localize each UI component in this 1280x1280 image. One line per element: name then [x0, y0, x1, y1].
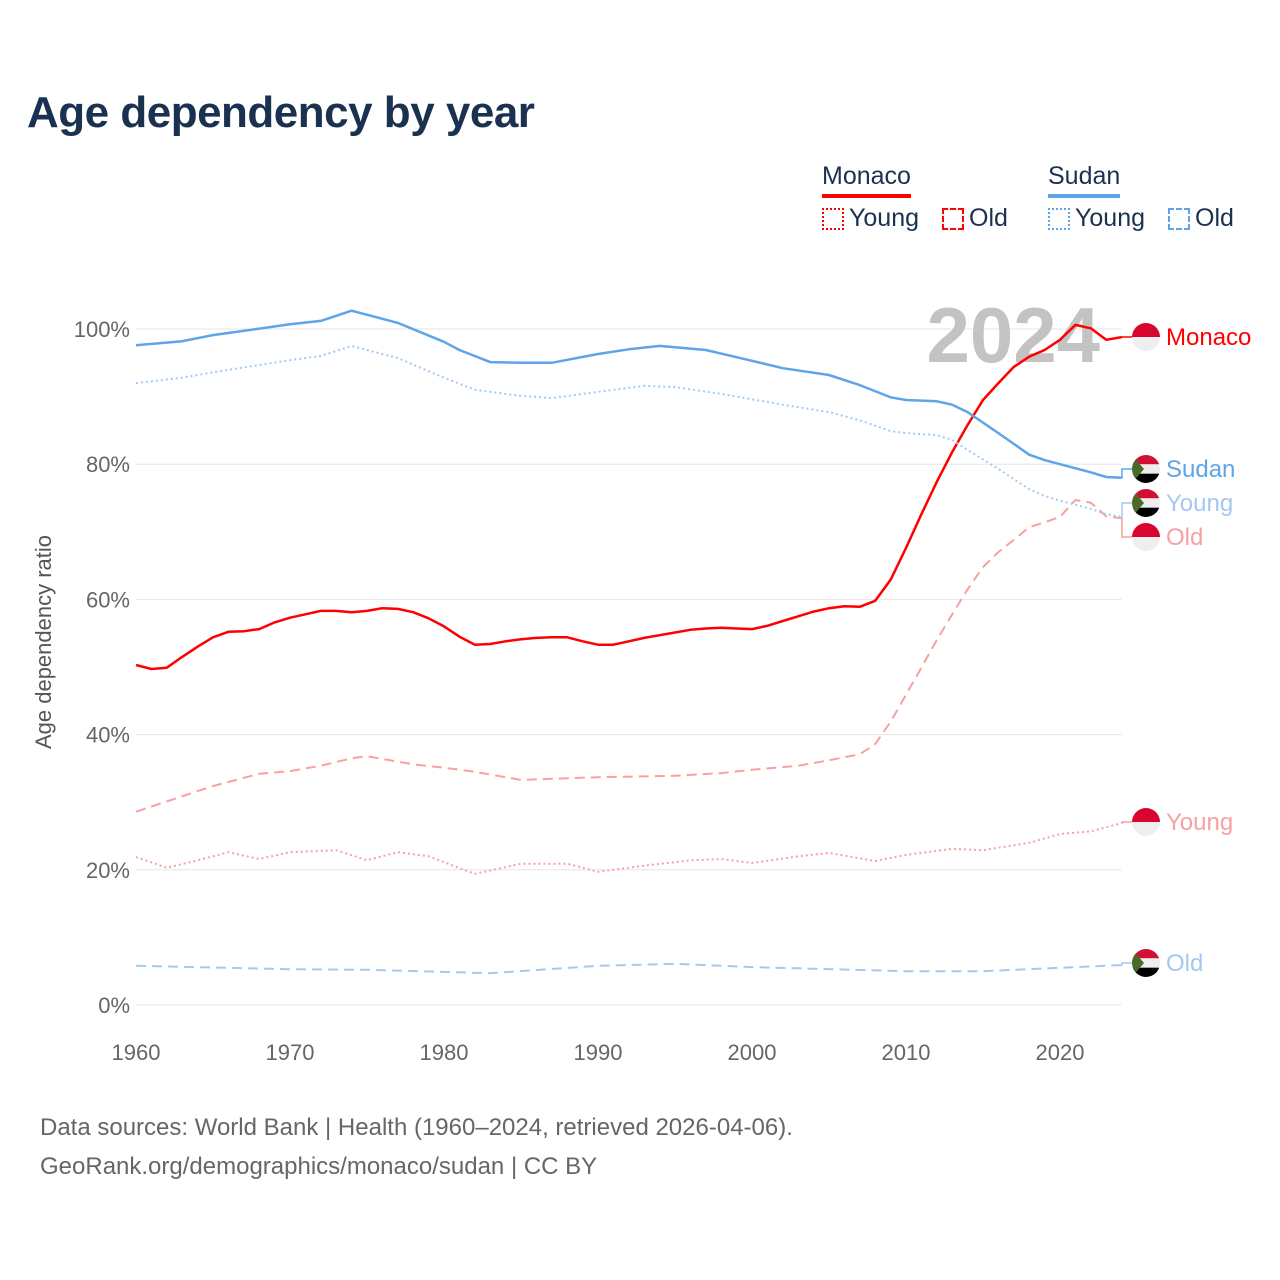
end-label: Old: [1166, 524, 1203, 551]
end-label: Monaco: [1166, 324, 1251, 351]
x-tick-label: 2010: [882, 1040, 931, 1065]
dotted-swatch-icon: [822, 207, 844, 230]
series-line-monaco-old[interactable]: [135, 499, 1122, 813]
x-tick-label: 1990: [574, 1040, 623, 1065]
line-chart: 0% 20% 40% 60% 80% 100% 1960 1970 1980 1990 2000 20…: [31, 291, 1251, 1065]
legend-label: Old: [1195, 204, 1234, 232]
dashed-swatch-icon: [1168, 207, 1190, 230]
legend-label: Young: [1075, 204, 1145, 232]
y-tick-label: 80%: [86, 452, 130, 477]
sudan-flag-icon: [1132, 455, 1160, 483]
label-connector: [1121, 821, 1132, 824]
label-connector: [1121, 517, 1132, 538]
legend-swatch: [1048, 194, 1121, 198]
monaco-flag-icon: [1132, 808, 1160, 836]
year-watermark: 2024: [926, 291, 1100, 379]
label-connector: [1121, 962, 1132, 966]
source-line-2[interactable]: GeoRank.org/demographics/monaco/sudan | …: [40, 1153, 598, 1180]
y-tick-label: 100%: [74, 317, 130, 342]
y-tick-label: 40%: [86, 723, 130, 748]
chart-title: Age dependency by year: [27, 88, 535, 137]
dotted-swatch-icon: [1048, 207, 1070, 230]
series-line-sudan-old[interactable]: [135, 962, 1122, 975]
legend-label: Young: [849, 204, 919, 232]
legend-label: Sudan: [1048, 162, 1121, 190]
y-tick-label: 60%: [86, 587, 130, 612]
end-label: Young: [1166, 490, 1233, 517]
legend-country-sudan[interactable]: Sudan: [1048, 162, 1121, 198]
x-tick-label: 2000: [728, 1040, 777, 1065]
legend-swatch: [822, 194, 911, 198]
y-tick-label: 0%: [98, 993, 130, 1018]
source-note: Data sources: World Bank | Health (1960–…: [40, 1108, 793, 1186]
x-tick-label: 2020: [1036, 1040, 1085, 1065]
y-tick-label: 20%: [86, 858, 130, 883]
x-tick-label: 1970: [266, 1040, 315, 1065]
series-line-monaco-young[interactable]: [135, 822, 1122, 875]
end-label: Old: [1166, 950, 1203, 977]
legend-country-monaco[interactable]: Monaco: [822, 162, 911, 198]
series-line-sudan[interactable]: [135, 309, 1122, 479]
legend-item-sudan-young[interactable]: Young: [1048, 204, 1145, 233]
source-line-1: Data sources: World Bank | Health (1960–…: [40, 1114, 793, 1141]
sudan-flag-icon: [1132, 489, 1160, 517]
x-tick-label: 1960: [112, 1040, 161, 1065]
sudan-flag-icon: [1132, 949, 1160, 977]
label-connector: [1121, 502, 1132, 518]
end-label: Young: [1166, 809, 1233, 836]
monaco-flag-icon: [1132, 523, 1160, 551]
dashed-swatch-icon: [942, 207, 964, 230]
legend-label: Monaco: [822, 162, 911, 190]
label-connector: [1121, 468, 1132, 479]
monaco-flag-icon: [1132, 323, 1160, 351]
legend-label: Old: [969, 204, 1008, 232]
end-label: Sudan: [1166, 456, 1235, 483]
y-axis-label: Age dependency ratio: [31, 535, 56, 749]
legend-item-monaco-young[interactable]: Young: [822, 204, 919, 233]
series-line-sudan-young[interactable]: [135, 344, 1122, 518]
x-tick-label: 1980: [420, 1040, 469, 1065]
legend-item-monaco-old[interactable]: Old: [942, 204, 1008, 233]
legend-item-sudan-old[interactable]: Old: [1168, 204, 1234, 233]
